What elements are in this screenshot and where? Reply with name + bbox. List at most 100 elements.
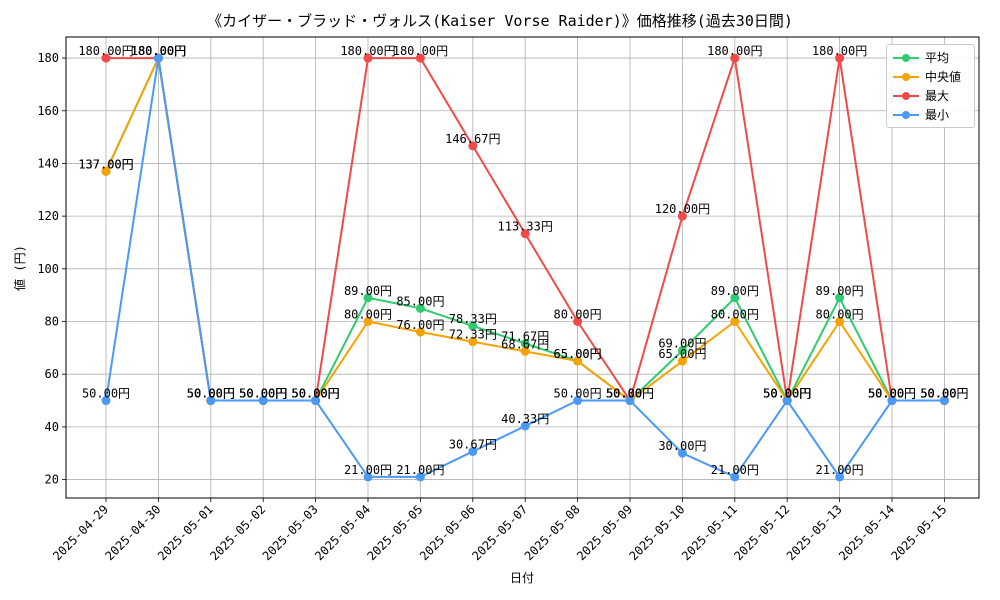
data-label-max: 50.00円	[920, 387, 968, 401]
data-label-average: 50.00円	[292, 387, 340, 401]
y-axis-label: 値 (円)	[12, 245, 27, 291]
data-label-max: 80.00円	[554, 308, 602, 322]
data-label-average: 50.00円	[920, 387, 968, 401]
data-label-median: 80.00円	[344, 308, 392, 322]
data-point-median	[520, 346, 530, 356]
data-point-min	[415, 472, 425, 482]
data-label-max: 180.00円	[78, 44, 133, 58]
data-point-min	[835, 472, 845, 482]
data-label-min: 30.00円	[658, 439, 706, 453]
data-label-max: 120.00円	[655, 202, 710, 216]
data-point-min	[468, 446, 478, 456]
data-label-max: 180.00円	[393, 44, 448, 58]
data-label-max: 180.00円	[707, 44, 762, 58]
legend-swatch-median	[893, 71, 919, 83]
data-point-median	[363, 317, 373, 327]
data-label-median: 65.00円	[658, 347, 706, 361]
legend-label-average: 平均	[925, 51, 950, 65]
data-label-max: 180.00円	[812, 44, 867, 58]
data-label-median: 68.67円	[501, 337, 549, 351]
data-label-max: 180.00円	[340, 44, 395, 58]
data-label-median: 72.33円	[449, 328, 497, 342]
data-label-max: 50.00円	[606, 387, 654, 401]
data-label-average: 180.00円	[131, 44, 186, 58]
x-axis-label: 日付	[510, 571, 534, 585]
y-tick-label: 20	[45, 473, 59, 487]
legend-swatch-min	[893, 109, 919, 121]
data-label-max: 113.33円	[498, 220, 553, 234]
data-point-max	[677, 211, 687, 221]
legend-item-median: 中央値	[893, 67, 968, 86]
data-label-max: 50.00円	[239, 387, 287, 401]
legend-label-max: 最大	[925, 89, 950, 103]
data-label-average: 69.00円	[658, 336, 706, 350]
data-label-average: 65.00円	[554, 347, 602, 361]
x-tick-label: 2025-05-15	[889, 502, 950, 563]
data-label-median: 65.00円	[554, 347, 602, 361]
data-label-min: 50.00円	[868, 387, 916, 401]
data-label-min: 21.00円	[816, 463, 864, 477]
data-label-min: 50.00円	[82, 387, 130, 401]
data-label-min: 30.67円	[449, 437, 497, 451]
data-point-max	[573, 317, 583, 327]
data-point-median	[730, 317, 740, 327]
data-label-min: 50.00円	[239, 387, 287, 401]
data-point-max	[363, 53, 373, 63]
data-label-max: 50.00円	[868, 387, 916, 401]
data-label-max: 50.00円	[187, 387, 235, 401]
data-point-max	[101, 53, 111, 63]
data-label-average: 89.00円	[816, 284, 864, 298]
data-label-median: 50.00円	[920, 387, 968, 401]
data-label-min: 180.00円	[131, 44, 186, 58]
legend-item-average: 平均	[893, 48, 968, 67]
data-point-average	[677, 345, 687, 355]
data-label-average: 85.00円	[396, 294, 444, 308]
data-point-min	[520, 421, 530, 431]
data-label-max: 146.67円	[445, 132, 500, 146]
data-point-min	[363, 472, 373, 482]
data-label-average: 71.67円	[501, 329, 549, 343]
data-label-average: 50.00円	[763, 387, 811, 401]
y-tick-label: 160	[37, 104, 59, 118]
data-point-average	[730, 293, 740, 303]
data-point-max	[835, 53, 845, 63]
data-label-max: 50.00円	[292, 387, 340, 401]
legend-item-max: 最大	[893, 86, 968, 105]
data-label-average: 78.33円	[449, 312, 497, 326]
y-tick-label: 100	[37, 262, 59, 276]
data-point-median	[677, 356, 687, 366]
data-point-min	[939, 396, 949, 406]
data-point-median	[573, 356, 583, 366]
legend-swatch-max	[893, 90, 919, 102]
data-label-median: 50.00円	[292, 387, 340, 401]
data-label-median: 76.00円	[396, 318, 444, 332]
data-point-min	[573, 396, 583, 406]
data-point-min	[887, 396, 897, 406]
y-tick-label: 80	[45, 315, 59, 329]
data-point-average	[468, 321, 478, 331]
data-point-min	[153, 53, 163, 63]
data-label-min: 21.00円	[344, 463, 392, 477]
data-label-median: 50.00円	[868, 387, 916, 401]
data-point-max	[415, 53, 425, 63]
data-label-max: 50.00円	[763, 387, 811, 401]
data-label-average: 89.00円	[344, 284, 392, 298]
legend-label-min: 最小	[925, 108, 950, 122]
data-label-min: 50.00円	[187, 387, 235, 401]
data-point-max	[520, 229, 530, 239]
data-label-min: 50.00円	[920, 387, 968, 401]
data-label-median: 137.00円	[78, 157, 133, 171]
data-point-min	[311, 396, 321, 406]
data-point-min	[677, 448, 687, 458]
data-point-min	[206, 396, 216, 406]
data-label-average: 50.00円	[868, 387, 916, 401]
data-label-min: 50.00円	[292, 387, 340, 401]
legend-label-median: 中央値	[925, 70, 962, 84]
data-label-median: 80.00円	[711, 308, 759, 322]
data-label-median: 50.00円	[606, 387, 654, 401]
data-point-min	[782, 396, 792, 406]
data-point-min	[101, 396, 111, 406]
data-point-median	[101, 166, 111, 176]
data-label-average: 137.00円	[78, 157, 133, 171]
